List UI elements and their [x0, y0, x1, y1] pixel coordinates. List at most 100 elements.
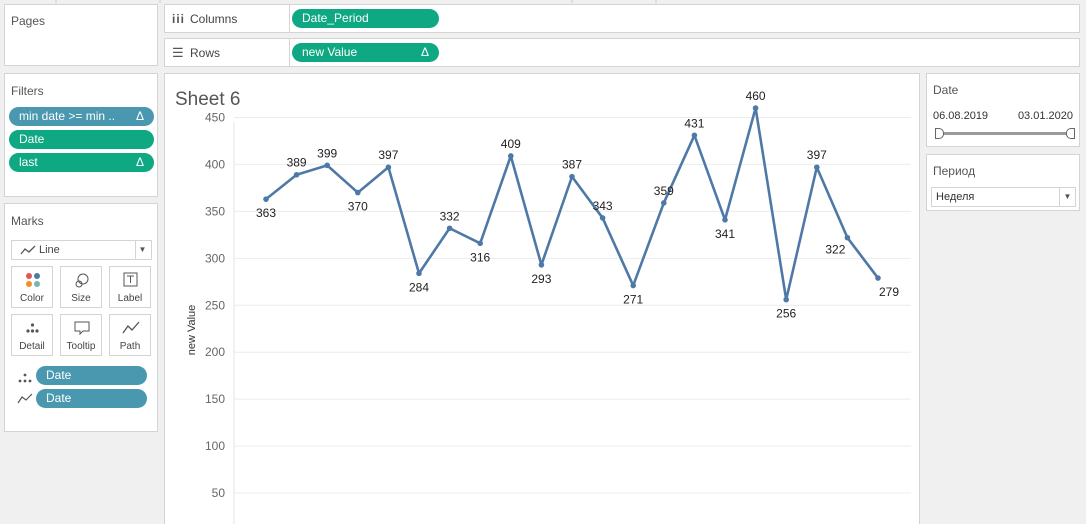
marks-detail-pill[interactable]: Date	[36, 366, 147, 385]
filter-pill-label: min date >= min ..	[19, 109, 116, 123]
marks-field-label: Date	[46, 368, 72, 382]
rows-pill[interactable]: new Value Δ	[292, 43, 439, 62]
label-icon	[123, 272, 138, 287]
data-point	[538, 262, 545, 268]
line-chart[interactable]: 50 100 150 200 250 300 350 400 450 new Value 363 38…	[165, 74, 921, 524]
rows-shelf[interactable]: ☰ Rows new Value Δ	[164, 38, 1080, 67]
size-label: Size	[71, 293, 91, 304]
data-label: 284	[409, 280, 429, 294]
date-end-value[interactable]: 03.01.2020	[1017, 110, 1073, 122]
y-tick-label: 50	[212, 486, 226, 500]
date-start-value[interactable]: 06.08.2019	[933, 110, 989, 122]
label-label: Label	[117, 293, 143, 304]
data-point	[508, 153, 514, 159]
data-label: 397	[378, 148, 398, 162]
data-point	[691, 132, 698, 139]
data-point	[324, 162, 330, 169]
color-button[interactable]: Color	[11, 266, 53, 308]
filters-title: Filters	[11, 84, 44, 98]
columns-shelf[interactable]: iii Columns Date_Period	[164, 4, 1080, 33]
data-label: 431	[684, 116, 704, 130]
data-point	[875, 275, 881, 281]
data-label: 279	[879, 285, 899, 299]
period-select-value: Неделя	[936, 191, 975, 203]
data-label: 341	[715, 227, 735, 241]
line-mark-icon	[20, 245, 36, 255]
mark-type-dropdown[interactable]: Line ▼	[11, 240, 152, 260]
data-label: 293	[531, 272, 551, 286]
data-point	[293, 171, 300, 178]
size-button[interactable]: Size	[60, 266, 102, 308]
data-point	[783, 296, 789, 303]
path-button[interactable]: Path	[109, 314, 151, 356]
top-ruler	[55, 0, 657, 3]
data-point	[722, 217, 728, 223]
date-range-end-handle[interactable]	[1066, 128, 1075, 139]
delta-icon: Δ	[135, 109, 144, 123]
detail-label: Detail	[19, 341, 45, 352]
rows-icon: ☰	[172, 45, 184, 60]
color-label: Color	[20, 293, 44, 304]
data-label: 389	[287, 156, 307, 170]
data-point	[599, 215, 606, 221]
filters-panel[interactable]: Filters min date >= min .. Δ Date last Δ	[4, 73, 158, 197]
filter-pill-label: Date	[19, 132, 45, 146]
path-icon	[122, 321, 140, 334]
y-tick-label: 450	[205, 110, 225, 124]
columns-pill-label: Date_Period	[302, 11, 369, 25]
detail-button[interactable]: Detail	[11, 314, 53, 356]
data-label: 332	[440, 209, 460, 223]
y-tick-label: 250	[205, 298, 225, 312]
marks-field-label: Date	[46, 391, 72, 405]
data-point	[385, 164, 392, 171]
tooltip-icon	[74, 321, 90, 336]
filter-pill-min-date[interactable]: min date >= min .. Δ	[9, 107, 154, 126]
y-axis-title: new Value	[186, 305, 198, 356]
marks-panel[interactable]: Marks Line ▼ Color Size Label Detail	[4, 203, 158, 432]
data-label: 409	[501, 137, 521, 151]
data-point	[416, 270, 422, 277]
data-label: 359	[654, 184, 674, 198]
chevron-down-icon: ▼	[1059, 188, 1075, 206]
data-label: 387	[562, 158, 582, 172]
data-point	[569, 173, 575, 180]
label-button[interactable]: Label	[109, 266, 151, 308]
pages-panel[interactable]: Pages	[4, 4, 158, 66]
date-range-slider[interactable]	[939, 132, 1071, 135]
delta-icon: Δ	[135, 155, 144, 169]
color-icon	[26, 273, 40, 287]
period-select[interactable]: Неделя ▼	[931, 187, 1076, 207]
data-label: 271	[623, 293, 643, 307]
date-range-start-handle[interactable]	[935, 128, 944, 139]
period-filter-title: Период	[933, 164, 976, 178]
data-label: 256	[776, 307, 796, 321]
data-label: 363	[256, 206, 276, 220]
data-label: 399	[317, 146, 337, 160]
data-point	[814, 164, 820, 171]
y-tick-label: 350	[205, 204, 225, 218]
filter-pill-last[interactable]: last Δ	[9, 153, 154, 172]
data-point	[661, 200, 667, 206]
y-tick-label: 400	[205, 157, 225, 171]
y-tick-label: 100	[205, 439, 225, 453]
path-label: Path	[119, 341, 141, 352]
sheet-view[interactable]: Sheet 6 50 100 150 200 250 300 350 400 450 new Va…	[164, 73, 920, 524]
columns-divider	[289, 5, 290, 32]
marks-path-pill[interactable]: Date	[36, 389, 147, 408]
columns-pill[interactable]: Date_Period	[292, 9, 439, 28]
period-filter-card[interactable]: Период Неделя ▼	[926, 154, 1080, 211]
rows-label: Rows	[190, 46, 221, 60]
tooltip-label: Tooltip	[66, 341, 96, 352]
date-filter-card[interactable]: Date 06.08.2019 03.01.2020	[926, 73, 1080, 147]
columns-label: Columns	[190, 12, 238, 26]
data-label: 316	[470, 250, 490, 264]
data-point	[446, 225, 453, 232]
pages-title: Pages	[11, 14, 46, 28]
detail-icon	[26, 323, 39, 333]
tooltip-button[interactable]: Tooltip	[60, 314, 102, 356]
marks-title: Marks	[11, 214, 44, 228]
rows-pill-label: new Value	[302, 45, 358, 59]
size-icon	[75, 273, 89, 288]
rows-divider	[289, 39, 290, 66]
filter-pill-date[interactable]: Date	[9, 130, 154, 149]
